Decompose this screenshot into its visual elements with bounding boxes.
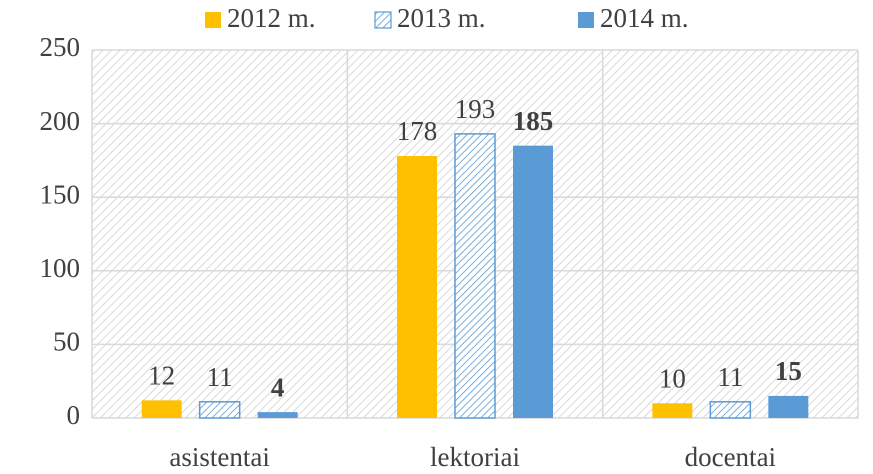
legend-label: 2013 m.: [397, 3, 486, 33]
legend-label: 2012 m.: [227, 3, 316, 33]
legend-swatch: [205, 12, 221, 28]
x-tick-label: lektoriai: [430, 442, 520, 472]
legend-swatch: [578, 12, 594, 28]
bar: [141, 400, 182, 418]
data-label: 12: [148, 361, 175, 391]
bar: [198, 401, 241, 419]
bar: [397, 155, 437, 418]
data-label: 178: [397, 116, 438, 146]
data-label: 4: [271, 372, 285, 402]
y-tick-label: 100: [40, 253, 81, 283]
bar: [454, 133, 496, 419]
bar: [513, 145, 553, 418]
y-tick-label: 0: [67, 400, 81, 430]
y-tick-label: 250: [40, 32, 81, 62]
y-tick-label: 200: [40, 106, 81, 136]
data-label: 193: [455, 94, 496, 124]
y-tick-label: 50: [53, 327, 80, 357]
bar: [257, 412, 298, 418]
bar: [652, 403, 693, 418]
bar: [709, 401, 752, 419]
x-tick-label: asistentai: [169, 442, 269, 472]
legend-label: 2014 m.: [600, 3, 689, 33]
data-label: 11: [207, 362, 233, 392]
bar: [768, 395, 809, 418]
y-tick-label: 150: [40, 179, 81, 209]
data-label: 10: [659, 363, 686, 393]
x-tick-label: docentai: [685, 442, 776, 472]
data-label: 185: [513, 106, 554, 136]
legend-swatch: [374, 11, 392, 29]
data-label: 15: [775, 356, 802, 386]
data-label: 11: [717, 362, 743, 392]
